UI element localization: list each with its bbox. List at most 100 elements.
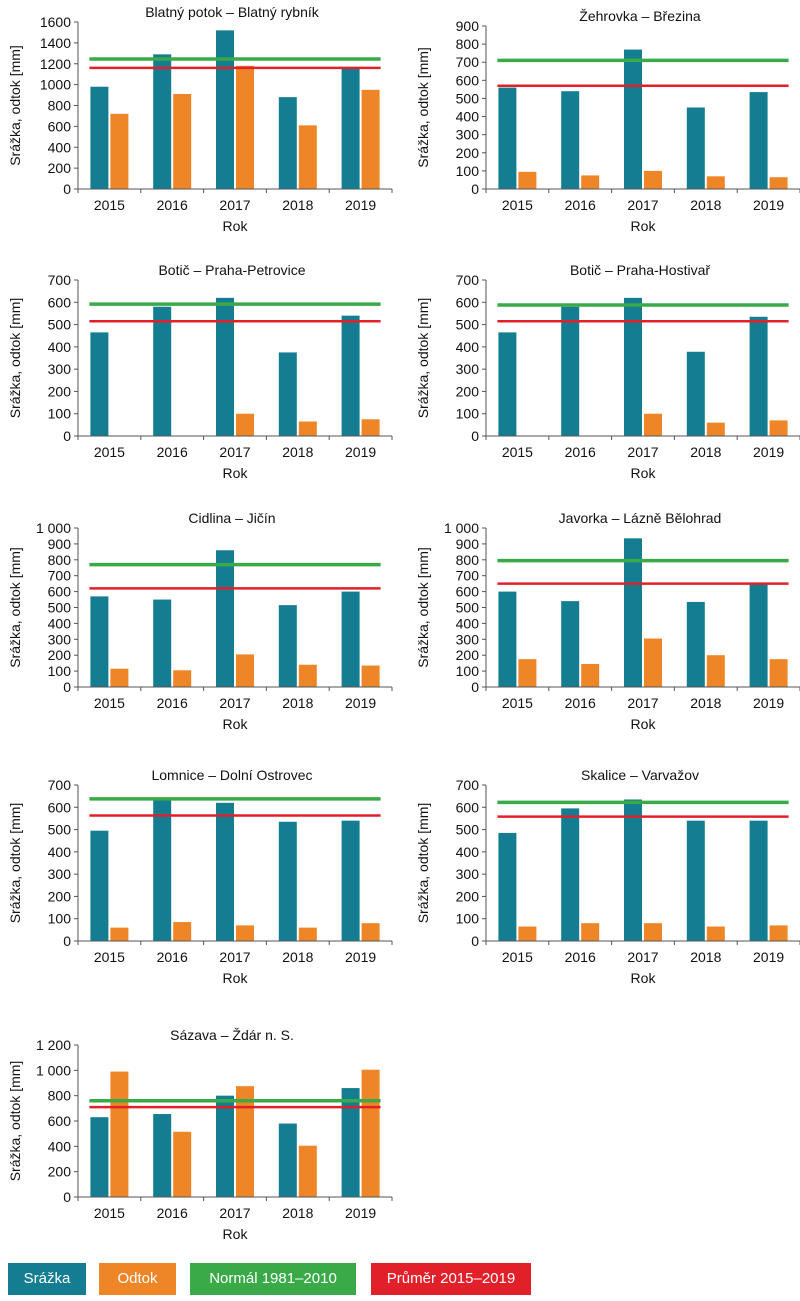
y-tick-label: 100 [48,911,72,927]
y-tick-label: 1600 [40,14,71,30]
y-tick-label: 200 [456,647,480,663]
bar-odtok [769,177,788,189]
x-tick-label: 2015 [94,949,125,965]
x-tick-label: 2019 [753,695,784,711]
y-tick-label: 300 [456,866,480,882]
bar-odtok [769,420,788,436]
bar-srazka [341,1088,360,1197]
y-tick-label: 0 [63,181,71,197]
y-tick-label: 300 [48,866,72,882]
x-tick-label: 2016 [157,444,188,460]
y-tick-label: 500 [48,822,72,838]
y-tick-label: 700 [48,568,72,584]
bar-srazka [498,832,517,941]
y-tick-label: 600 [48,799,72,815]
x-axis-label: Rok [223,218,249,234]
bar-srazka [561,91,580,189]
y-tick-label: 100 [48,663,72,679]
bar-odtok [644,638,662,687]
bar-srazka [686,820,705,941]
bar-odtok [173,922,192,941]
legend-srazka: Srážka [8,1263,86,1295]
x-tick-label: 2019 [345,1205,376,1221]
y-tick-label: 0 [63,679,71,695]
x-tick-label: 2016 [565,949,596,965]
y-tick-label: 600 [48,118,72,134]
y-tick-label: 400 [456,615,480,631]
y-tick-label: 1200 [40,56,71,72]
bar-srazka [153,54,172,190]
y-tick-label: 400 [48,615,72,631]
y-tick-label: 300 [456,361,480,377]
y-tick-label: 200 [48,888,72,904]
y-tick-label: 0 [471,933,479,949]
chart-panel: Lomnice – Dolní Ostrovec 0 100 200 300 400 500… [7,767,393,986]
y-tick-label: 600 [48,294,72,310]
bar-odtok [236,1086,254,1197]
x-tick-label: 2016 [565,695,596,711]
y-tick-label: 200 [456,145,480,161]
bar-odtok [581,175,600,189]
y-tick-label: 600 [456,294,480,310]
bar-odtok [361,89,380,189]
x-tick-label: 2019 [345,197,376,213]
y-tick-label: 0 [63,428,71,444]
x-tick-label: 2017 [219,444,250,460]
y-tick-label: 1 000 [36,520,71,536]
x-tick-label: 2018 [282,444,313,460]
bar-odtok [361,665,380,687]
x-tick-label: 2015 [94,197,125,213]
x-axis-label: Rok [631,716,657,732]
y-axis-label: Srážka, odtok [mm] [7,298,23,419]
y-tick-label: 900 [456,536,480,552]
bar-srazka [561,601,580,687]
y-axis-label: Srážka, odtok [mm] [7,547,23,668]
y-tick-label: 100 [456,911,480,927]
bar-odtok [518,659,537,687]
charts-area: Blatný potok – Blatný rybník 0 200 400 600 80… [7,4,800,1242]
bar-odtok [236,65,254,189]
chart-title: Cidlina – Jičín [188,510,275,526]
y-tick-label: 800 [48,1088,72,1104]
bar-srazka [498,332,517,436]
bar-srazka [216,1095,234,1197]
y-tick-label: 800 [456,36,480,52]
y-tick-label: 500 [48,317,72,333]
y-axis-label: Srážka, odtok [mm] [415,803,431,924]
bar-odtok [769,925,788,941]
chart-panel: Cidlina – Jičín 0100200300400500600700800… [7,510,393,732]
y-tick-label: 1 200 [36,1037,71,1053]
y-tick-label: 500 [456,90,480,106]
y-tick-label: 800 [48,552,72,568]
x-tick-label: 2018 [690,444,721,460]
chart-title: Lomnice – Dolní Ostrovec [151,767,312,783]
y-tick-label: 600 [48,584,72,600]
bar-srazka [153,599,172,687]
y-tick-label: 1 000 [444,520,479,536]
bar-srazka [749,820,768,941]
x-tick-label: 2017 [219,949,250,965]
bar-srazka [278,605,297,687]
bar-srazka [90,86,109,189]
bar-srazka [624,49,642,189]
legend-odtok: Odtok [99,1263,176,1295]
bar-odtok [518,926,537,941]
x-tick-label: 2016 [157,949,188,965]
chart-panel: Sázava – Ždár n. S. 0 200 400 600 800 1 000 1 2… [7,1027,393,1242]
x-tick-label: 2018 [282,1205,313,1221]
bar-srazka [90,332,109,436]
bar-srazka [278,821,297,941]
y-tick-label: 700 [456,54,480,70]
x-tick-label: 2018 [690,695,721,711]
bar-odtok [298,125,317,189]
y-tick-label: 100 [456,663,480,679]
y-tick-label: 400 [456,109,480,125]
x-tick-label: 2015 [94,444,125,460]
x-tick-label: 2017 [219,197,250,213]
x-tick-label: 2018 [690,197,721,213]
y-tick-label: 900 [456,18,480,34]
x-axis-label: Rok [631,218,657,234]
y-tick-label: 100 [456,163,480,179]
y-tick-label: 300 [456,127,480,143]
y-tick-label: 600 [456,799,480,815]
